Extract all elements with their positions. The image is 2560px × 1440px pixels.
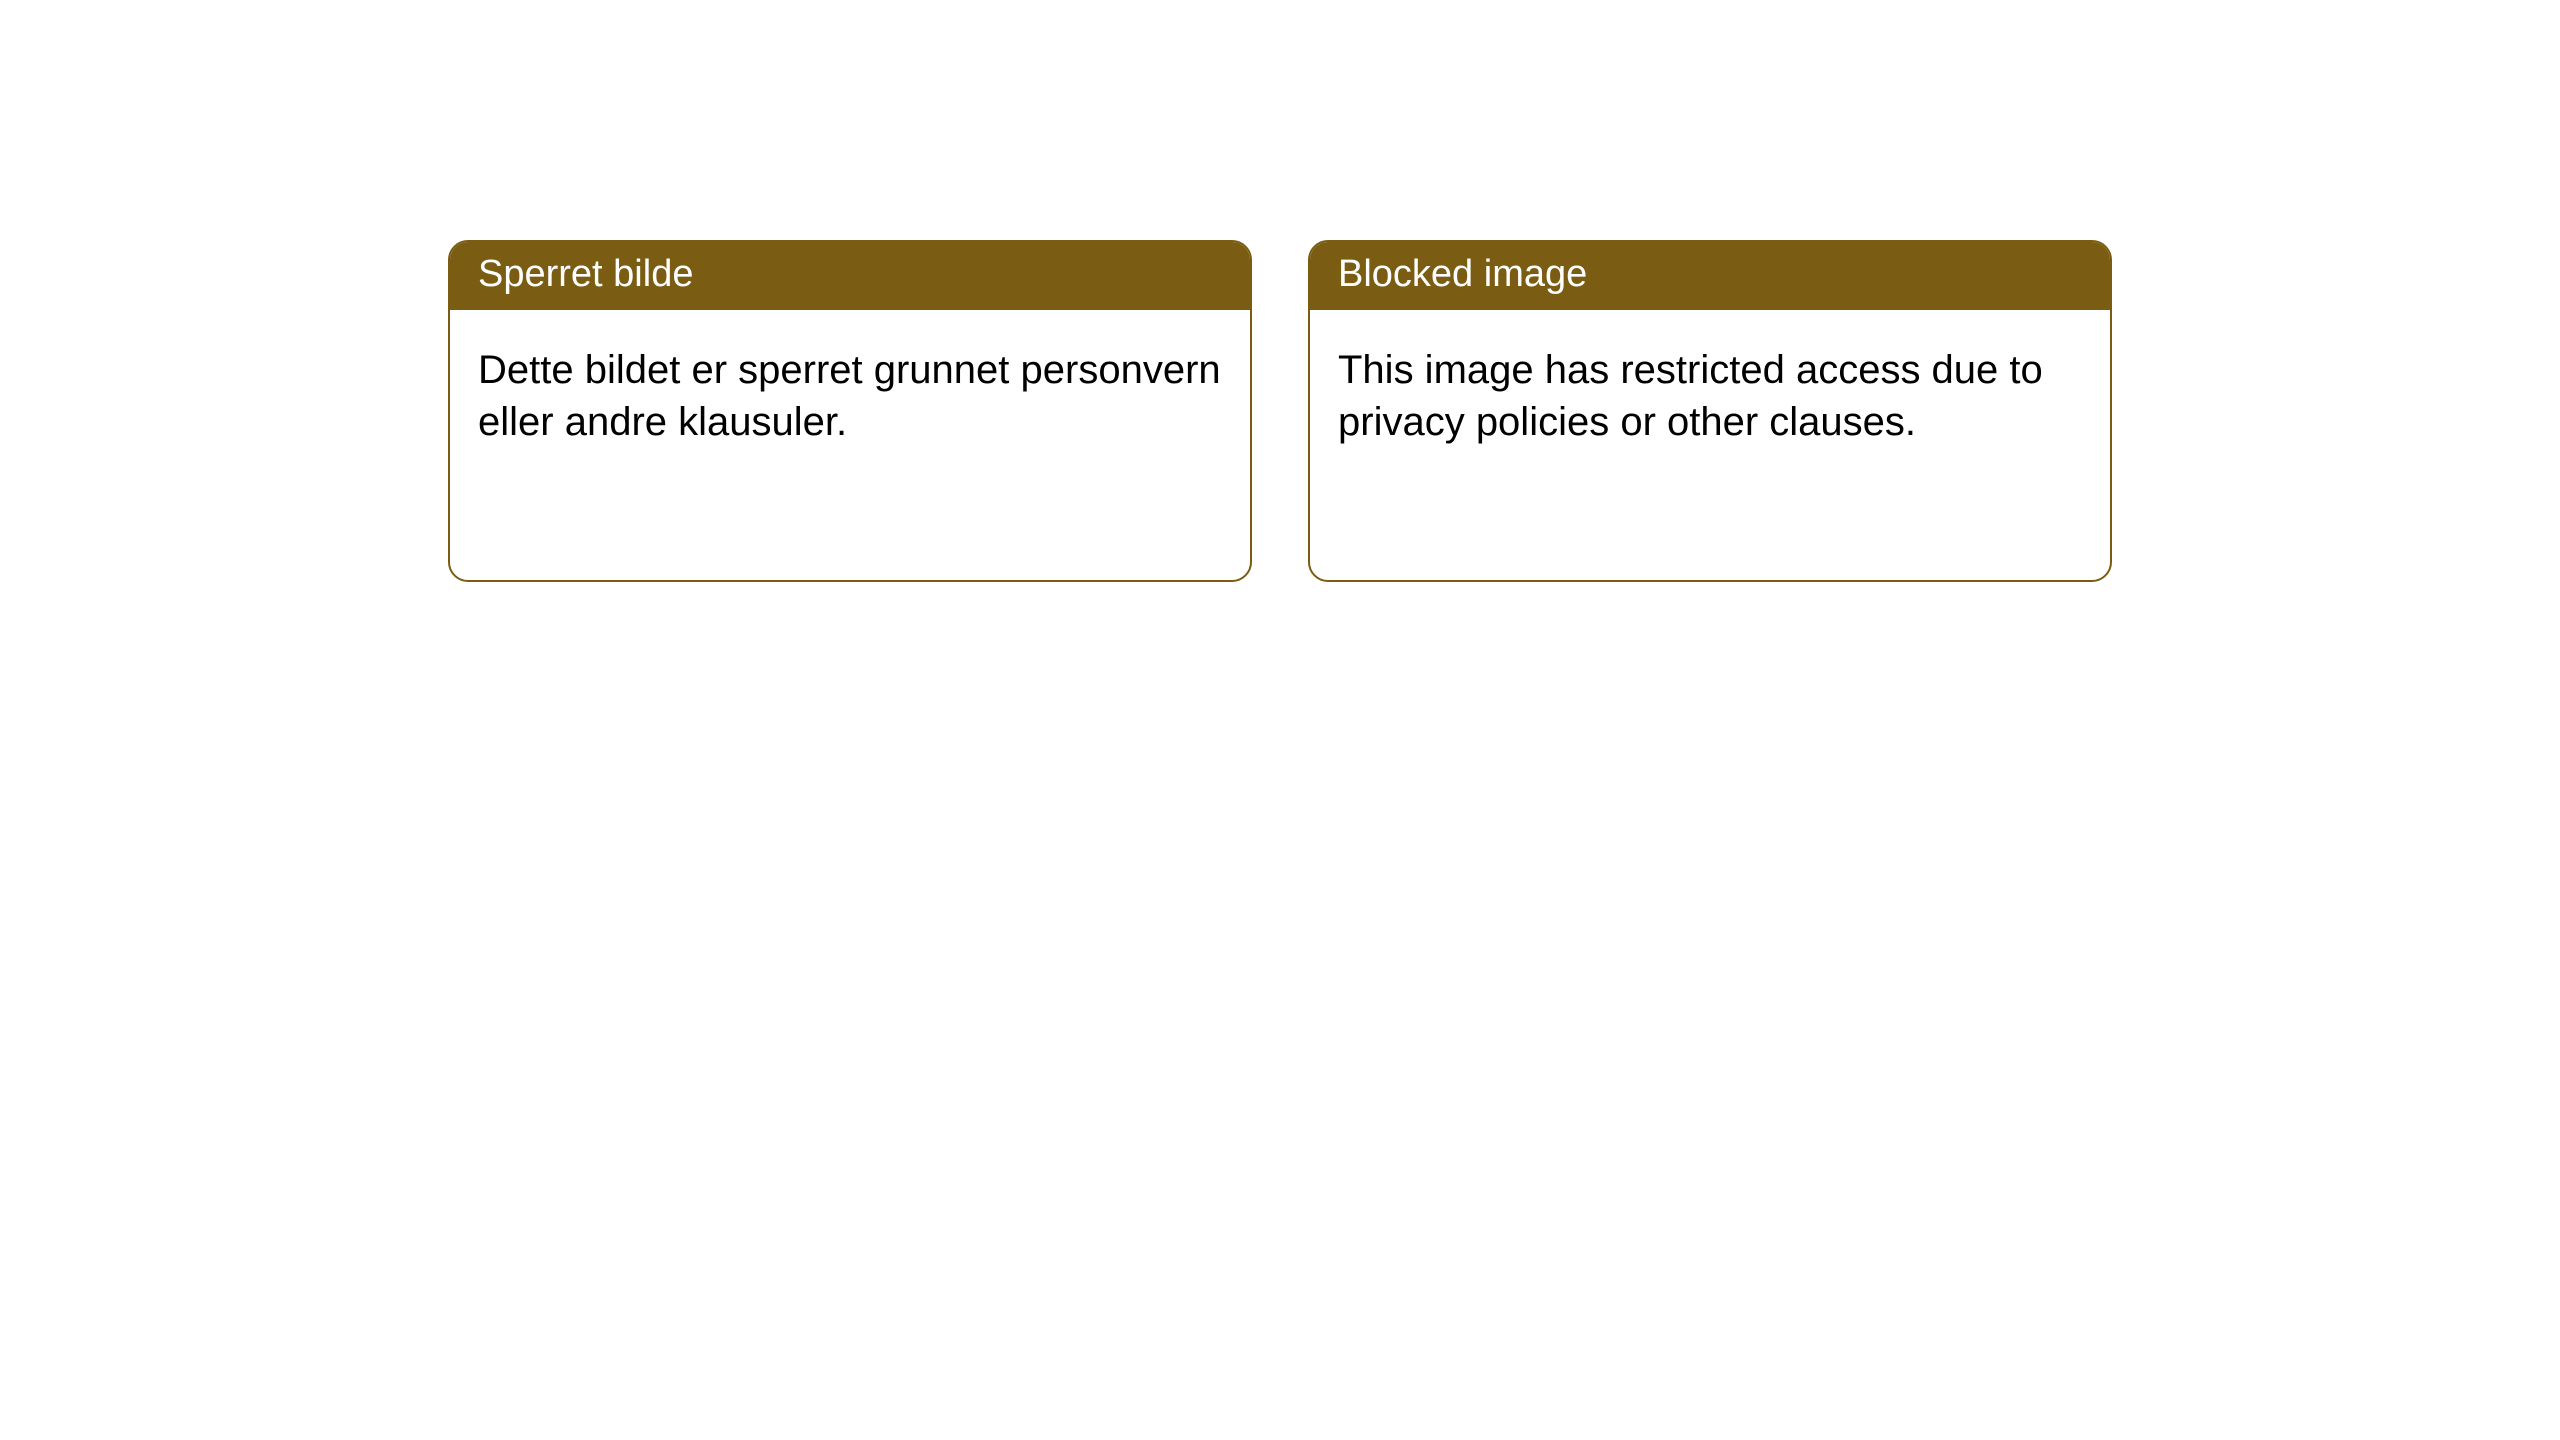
- card-header: Blocked image: [1310, 242, 2110, 310]
- notice-container: Sperret bilde Dette bildet er sperret gr…: [0, 0, 2560, 582]
- card-header: Sperret bilde: [450, 242, 1250, 310]
- card-title: Sperret bilde: [478, 253, 693, 295]
- card-body: This image has restricted access due to …: [1310, 310, 2110, 580]
- card-body: Dette bildet er sperret grunnet personve…: [450, 310, 1250, 580]
- card-title: Blocked image: [1338, 253, 1587, 295]
- notice-card-norwegian: Sperret bilde Dette bildet er sperret gr…: [448, 240, 1252, 582]
- card-body-text: This image has restricted access due to …: [1338, 348, 2043, 444]
- notice-card-english: Blocked image This image has restricted …: [1308, 240, 2112, 582]
- card-body-text: Dette bildet er sperret grunnet personve…: [478, 348, 1221, 444]
